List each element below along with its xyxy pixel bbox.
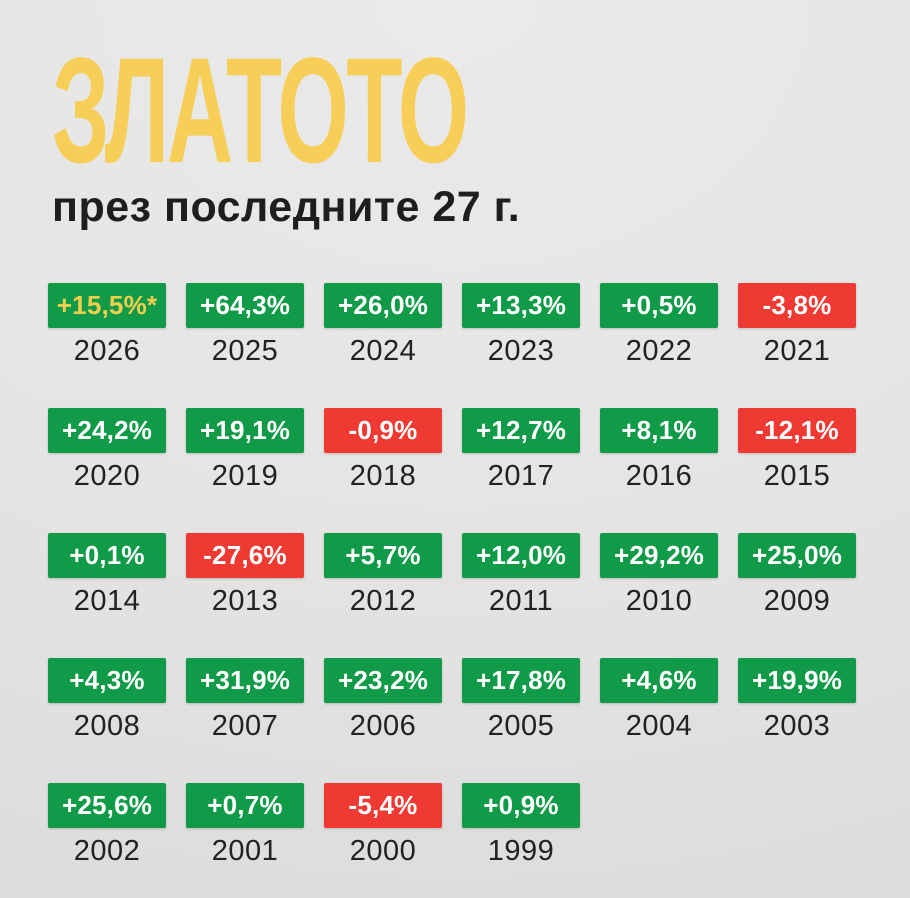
return-badge: +24,2% <box>48 408 166 453</box>
year-label: 2016 <box>625 460 693 492</box>
return-cell: +4,6% 2004 <box>600 658 718 743</box>
return-badge: +17,8% <box>462 658 580 703</box>
return-cell: +0,5% 2022 <box>600 283 718 368</box>
return-badge: -27,6% <box>186 533 304 578</box>
return-cell: +12,7% 2017 <box>462 408 580 493</box>
year-label: 2022 <box>625 335 693 367</box>
year-label: 2003 <box>763 710 831 742</box>
return-badge: +4,3% <box>48 658 166 703</box>
year-label: 2007 <box>211 710 279 742</box>
return-badge: +26,0% <box>324 283 442 328</box>
return-cell: +0,9% 1999 <box>462 783 580 868</box>
return-badge: -5,4% <box>324 783 442 828</box>
return-badge: +0,9% <box>462 783 580 828</box>
return-cell: -3,8% 2021 <box>738 283 856 368</box>
return-badge: +29,2% <box>600 533 718 578</box>
return-cell: +24,2% 2020 <box>48 408 166 493</box>
return-badge: +25,0% <box>738 533 856 578</box>
return-cell: +0,7% 2001 <box>186 783 304 868</box>
year-label: 2024 <box>349 335 417 367</box>
return-badge: +0,7% <box>186 783 304 828</box>
year-label: 2020 <box>73 460 141 492</box>
return-badge: +5,7% <box>324 533 442 578</box>
return-cell: +64,3% 2025 <box>186 283 304 368</box>
year-label: 2009 <box>763 585 831 617</box>
return-badge: -12,1% <box>738 408 856 453</box>
return-cell: +25,0% 2009 <box>738 533 856 618</box>
page-title: ЗЛАТОТО <box>52 26 469 195</box>
year-label: 2023 <box>487 335 555 367</box>
year-label: 2014 <box>73 585 141 617</box>
returns-grid: +15,5%* 2026 +64,3% 2025 +26,0% 2024 +13… <box>48 283 856 868</box>
return-cell: +26,0% 2024 <box>324 283 442 368</box>
year-label: 2012 <box>349 585 417 617</box>
return-cell: +13,3% 2023 <box>462 283 580 368</box>
year-label: 2019 <box>211 460 279 492</box>
year-label: 2015 <box>763 460 831 492</box>
return-badge: +15,5%* <box>48 283 166 328</box>
return-badge: +0,1% <box>48 533 166 578</box>
return-badge: +0,5% <box>600 283 718 328</box>
return-cell: -12,1% 2015 <box>738 408 856 493</box>
return-badge: +19,1% <box>186 408 304 453</box>
year-label: 2025 <box>211 335 279 367</box>
year-label: 2006 <box>349 710 417 742</box>
year-label: 2004 <box>625 710 693 742</box>
return-cell: +17,8% 2005 <box>462 658 580 743</box>
year-label: 1999 <box>487 835 555 867</box>
return-badge: +31,9% <box>186 658 304 703</box>
year-label: 2013 <box>211 585 279 617</box>
return-badge: +64,3% <box>186 283 304 328</box>
return-cell: +4,3% 2008 <box>48 658 166 743</box>
page-subtitle: през последните 27 г. <box>52 183 521 231</box>
return-cell: +19,9% 2003 <box>738 658 856 743</box>
year-label: 2011 <box>488 585 554 617</box>
year-label: 2008 <box>73 710 141 742</box>
year-label: 2017 <box>487 460 555 492</box>
year-label: 2002 <box>73 835 141 867</box>
return-cell: -27,6% 2013 <box>186 533 304 618</box>
return-badge: +4,6% <box>600 658 718 703</box>
return-cell: +0,1% 2014 <box>48 533 166 618</box>
year-label: 2000 <box>349 835 417 867</box>
return-cell: +19,1% 2019 <box>186 408 304 493</box>
year-label: 2026 <box>73 335 141 367</box>
return-badge: +23,2% <box>324 658 442 703</box>
return-cell: +12,0% 2011 <box>462 533 580 618</box>
year-label: 2001 <box>211 835 279 867</box>
return-cell: +5,7% 2012 <box>324 533 442 618</box>
return-cell: +31,9% 2007 <box>186 658 304 743</box>
year-label: 2018 <box>349 460 417 492</box>
return-badge: -3,8% <box>738 283 856 328</box>
return-badge: -0,9% <box>324 408 442 453</box>
return-cell: +8,1% 2016 <box>600 408 718 493</box>
return-badge: +19,9% <box>738 658 856 703</box>
year-label: 2010 <box>625 585 693 617</box>
return-badge: +8,1% <box>600 408 718 453</box>
return-badge: +25,6% <box>48 783 166 828</box>
return-badge: +12,0% <box>462 533 580 578</box>
year-label: 2005 <box>487 710 555 742</box>
return-cell: -0,9% 2018 <box>324 408 442 493</box>
return-cell: +25,6% 2002 <box>48 783 166 868</box>
return-cell: +29,2% 2010 <box>600 533 718 618</box>
return-cell: +23,2% 2006 <box>324 658 442 743</box>
return-cell: -5,4% 2000 <box>324 783 442 868</box>
return-badge: +12,7% <box>462 408 580 453</box>
year-label: 2021 <box>763 335 831 367</box>
return-cell: +15,5%* 2026 <box>48 283 166 368</box>
return-badge: +13,3% <box>462 283 580 328</box>
